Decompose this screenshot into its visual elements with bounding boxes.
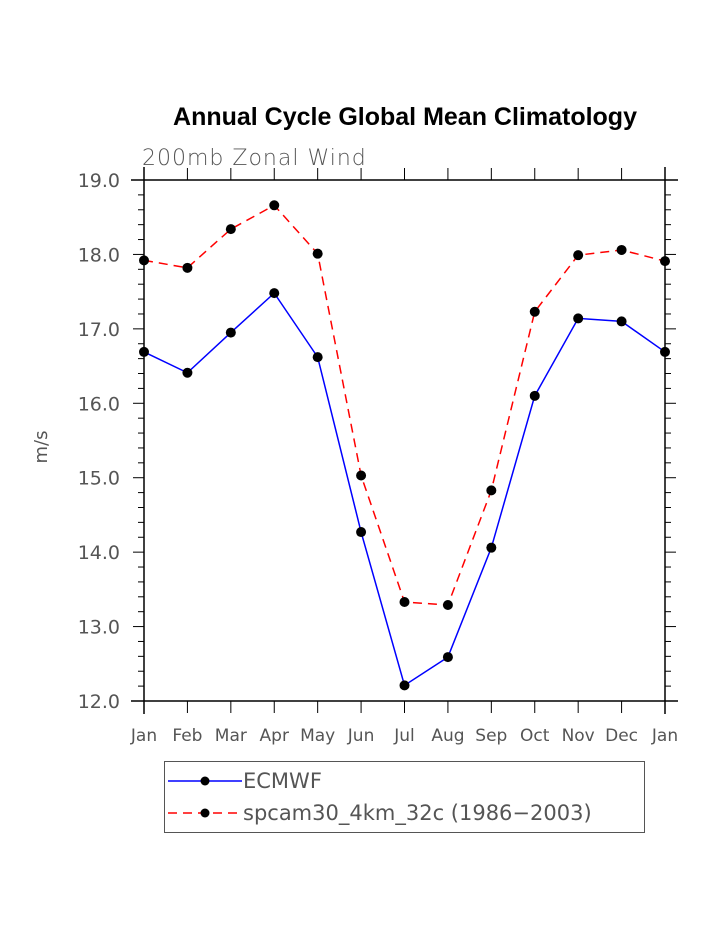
data-point <box>660 346 670 357</box>
x-tick-label: Aug <box>431 726 464 746</box>
x-tick-label: Oct <box>520 726 550 746</box>
data-point <box>442 652 453 663</box>
series-layer <box>139 200 670 691</box>
x-tick-label: Apr <box>260 726 289 746</box>
data-point <box>269 200 280 211</box>
series-line <box>143 291 666 687</box>
data-point <box>616 316 627 327</box>
y-tick-label: 19.0 <box>78 170 120 192</box>
data-point <box>486 485 497 496</box>
y-tick-label: 14.0 <box>78 542 120 564</box>
y-ticks: 12.0 13.0 14.0 15.0 16.0 17.0 18.0 19.0 <box>78 170 676 713</box>
data-point <box>573 250 584 261</box>
chart-subtitle: 200mb Zonal Wind <box>142 146 367 171</box>
x-tick-label: May <box>300 726 335 746</box>
y-tick-label: 16.0 <box>78 393 120 415</box>
x-tick-label: Jan <box>130 726 157 746</box>
data-point <box>225 327 236 338</box>
y-tick-label: 17.0 <box>78 319 120 341</box>
data-point <box>312 352 323 363</box>
legend: ECMWF spcam30_4km_32c (1986−2003) <box>164 761 645 833</box>
legend-spcam-label: spcam30_4km_32c (1986−2003) <box>243 801 592 826</box>
legend-ecmwf-label: ECMWF <box>243 769 322 793</box>
y-tick-label: 18.0 <box>78 244 120 266</box>
data-point <box>312 248 323 259</box>
y-tick-label: 12.0 <box>78 691 120 713</box>
legend-ecmwf-marker <box>200 776 210 786</box>
data-point <box>182 367 193 378</box>
data-point <box>529 390 540 401</box>
data-point <box>356 527 367 538</box>
data-point <box>442 599 453 610</box>
x-tick-label: Jan <box>651 726 678 746</box>
data-point <box>225 224 236 235</box>
data-point <box>486 542 497 553</box>
series-spcam <box>139 200 670 610</box>
x-tick-label: Dec <box>605 726 638 746</box>
series-ecmwf <box>139 288 670 691</box>
x-tick-label: Jun <box>347 726 375 746</box>
data-point <box>139 346 149 357</box>
data-point <box>616 244 627 255</box>
x-tick-label: Nov <box>562 726 595 746</box>
data-point <box>399 680 410 691</box>
x-ticks: Jan Feb Mar Apr May Jun Jul Aug Sep Oct Nov Dec Jan <box>130 168 678 746</box>
axes <box>131 167 678 714</box>
data-point <box>139 255 149 266</box>
data-point <box>573 313 584 324</box>
legend-spcam-marker <box>200 808 210 818</box>
data-point <box>356 470 367 481</box>
data-point <box>660 256 670 267</box>
x-tick-label: Sep <box>475 726 507 746</box>
data-point <box>269 288 280 299</box>
data-point <box>182 262 193 273</box>
chart-title: Annual Cycle Global Mean Climatology <box>173 103 637 131</box>
series-line <box>143 204 666 606</box>
y-tick-label: 13.0 <box>78 617 120 639</box>
data-point <box>399 597 410 608</box>
data-point <box>529 306 540 317</box>
y-axis-label: m/s <box>31 431 52 464</box>
x-tick-label: Jul <box>393 726 415 746</box>
legend-box <box>164 761 645 833</box>
y-tick-label: 15.0 <box>78 468 120 490</box>
x-tick-label: Mar <box>215 726 247 746</box>
x-tick-label: Feb <box>172 726 202 746</box>
